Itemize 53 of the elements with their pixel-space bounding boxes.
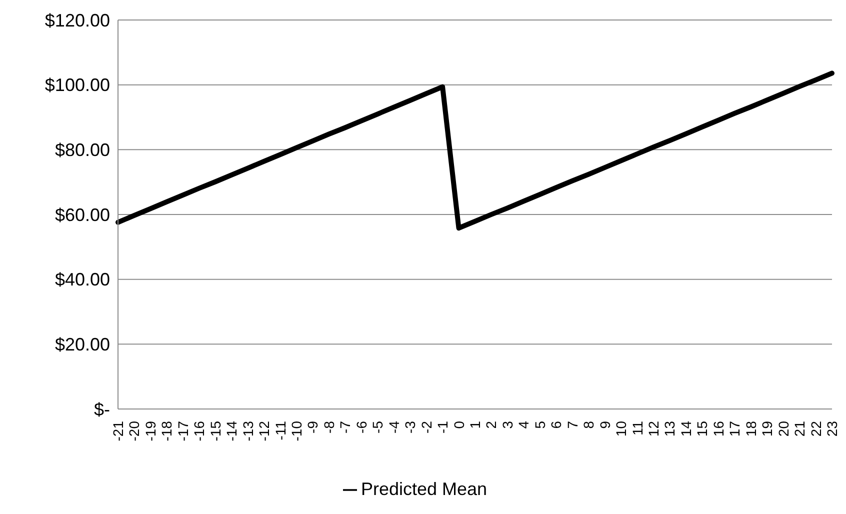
x-tick-label: 4: [516, 420, 532, 429]
x-tick-label: -21: [110, 420, 126, 442]
x-tick-label: -1: [434, 420, 451, 434]
x-tick-label: -6: [353, 420, 370, 434]
y-tick-label: $100.00: [44, 75, 110, 96]
y-tick-label: $20.00: [54, 334, 110, 355]
x-tick-label: -14: [224, 420, 240, 442]
x-tick-label: 17: [726, 420, 743, 437]
x-tick-label: -16: [191, 420, 208, 442]
x-tick-label: -3: [402, 420, 418, 434]
x-tick-label: -13: [240, 420, 256, 442]
x-tick-label: -5: [370, 420, 386, 434]
x-tick-label: 11: [629, 420, 646, 436]
x-tick-label: 12: [646, 420, 662, 437]
x-tick-label: 18: [742, 420, 759, 437]
x-tick-label: 22: [808, 420, 824, 437]
legend-label: Predicted Mean: [360, 479, 488, 499]
x-tick-label: 21: [792, 420, 808, 437]
x-tick-label: -11: [272, 420, 288, 440]
x-tick-label: 7: [564, 420, 580, 429]
x-tick-label: -19: [142, 420, 158, 442]
x-tick-label: 8: [580, 420, 597, 429]
x-tick-label: -4: [386, 420, 402, 434]
x-tick-label: 6: [548, 420, 564, 429]
x-tick-label: -17: [174, 420, 191, 442]
x-tick-label: 9: [596, 420, 613, 429]
x-tick-label: 5: [532, 420, 548, 429]
y-tick-label: $60.00: [54, 204, 110, 225]
x-tick-label: 23: [824, 420, 840, 437]
x-tick-label: 1: [467, 420, 483, 429]
x-tick-label: -15: [207, 420, 224, 442]
x-tick-label: -2: [418, 420, 434, 434]
x-tick-label: -8: [320, 420, 337, 434]
y-tick-label: $80.00: [54, 140, 110, 160]
x-tick-label: 20: [775, 420, 792, 437]
y-tick-label: $40.00: [54, 270, 110, 290]
x-tick-label: 19: [759, 420, 776, 437]
x-tick-label: -10: [288, 420, 304, 442]
y-tick-label: $-: [94, 399, 110, 420]
y-tick-label: $120.00: [44, 10, 110, 30]
x-tick-label: -20: [126, 420, 142, 442]
x-tick-label: 13: [662, 420, 678, 437]
x-tick-label: 3: [499, 420, 516, 429]
x-tick-label: -12: [256, 420, 272, 442]
x-tick-label: -7: [337, 420, 354, 434]
x-tick-label: 14: [678, 420, 694, 437]
x-tick-label: 2: [483, 420, 500, 429]
x-tick-label: 16: [710, 420, 726, 437]
x-tick-label: -9: [304, 420, 321, 434]
x-tick-label: -18: [158, 420, 175, 442]
x-tick-label: 0: [450, 420, 467, 429]
x-tick-label: 15: [694, 420, 710, 437]
x-tick-label: 10: [613, 420, 630, 437]
